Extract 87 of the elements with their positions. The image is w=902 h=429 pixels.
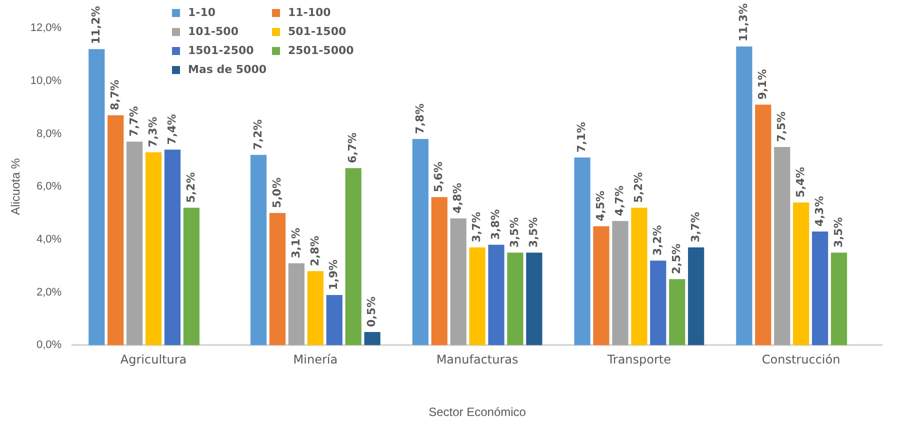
data-label: 5,0% (270, 178, 284, 208)
data-label: 3,7% (470, 212, 484, 242)
bar (669, 279, 686, 346)
data-label: 3,7% (688, 212, 702, 242)
y-tick-label: 4,0% (36, 234, 62, 246)
bar (288, 263, 305, 346)
y-tick-label: 8,0% (36, 128, 62, 140)
x-tick-label: Minería (293, 352, 338, 367)
bar (650, 260, 666, 346)
bar (469, 247, 486, 346)
legend-label: 1-10 (188, 6, 216, 19)
x-tick-label: Transporte (606, 352, 672, 367)
data-label: 1,9% (327, 259, 340, 290)
bar (774, 146, 790, 346)
y-tick-label: 2,0% (36, 286, 62, 298)
bar (612, 220, 628, 346)
bar (631, 208, 648, 346)
data-label: 7,8% (413, 104, 426, 134)
bar (431, 197, 448, 346)
x-tick-label: Agricultura (120, 352, 187, 367)
data-label: 7,3% (146, 116, 160, 148)
bar (755, 104, 772, 346)
data-label: 3,2% (651, 225, 664, 256)
bar (269, 213, 286, 346)
bar (364, 332, 380, 346)
bar (164, 150, 181, 346)
bar (574, 158, 590, 346)
bar (345, 168, 362, 346)
bar (793, 202, 810, 346)
data-label: 5,2% (184, 172, 198, 203)
data-label: 3,5% (832, 217, 845, 248)
data-label: 2,8% (308, 236, 322, 266)
data-label: 3,8% (489, 209, 502, 240)
bar (812, 232, 828, 346)
y-tick-label: 0,0% (36, 339, 62, 352)
x-tick-label: Manufacturas (436, 352, 518, 367)
data-label: 2,5% (670, 244, 683, 274)
data-label: 5,4% (794, 166, 807, 198)
bar (412, 139, 428, 346)
data-label: 8,7% (108, 80, 122, 110)
bar (450, 218, 466, 346)
legend-label: 11-100 (288, 6, 331, 19)
data-label: 6,7% (346, 132, 360, 164)
data-label: 3,1% (289, 228, 302, 258)
bar (507, 252, 524, 346)
bar (688, 247, 704, 346)
y-tick-label: 10,0% (30, 74, 62, 87)
bar (488, 244, 504, 346)
bar (108, 115, 124, 346)
legend-label: 1501-2500 (188, 44, 254, 57)
data-label: 3,5% (508, 217, 522, 248)
data-label: 4,5% (594, 190, 608, 222)
data-label: 11,3% (737, 3, 750, 42)
bar (526, 252, 542, 346)
bar (326, 294, 342, 346)
data-label: 5,6% (432, 162, 446, 192)
data-label: 7,1% (575, 122, 588, 153)
data-label: 3,5% (527, 217, 540, 248)
bar (145, 152, 162, 346)
data-label: 9,1% (756, 69, 769, 100)
data-label: 4,8% (451, 182, 464, 214)
x-tick-label: Construcción (762, 352, 840, 367)
data-label: 5,2% (632, 172, 646, 203)
data-label: 7,4% (165, 114, 178, 145)
bar (736, 46, 752, 346)
data-label: 7,7% (127, 106, 140, 137)
legend-label: 2501-5000 (288, 44, 354, 57)
data-label: 11,2% (90, 6, 102, 44)
bar (126, 142, 143, 346)
bar (307, 271, 324, 346)
bar (250, 154, 267, 346)
legend-label: 101-500 (188, 25, 238, 38)
y-axis-title: Alicuota % (8, 158, 23, 215)
bar (593, 226, 610, 346)
data-label: 7,2% (251, 119, 264, 150)
data-label: 7,5% (774, 111, 788, 142)
y-tick-label: 12,0% (30, 22, 62, 34)
bar (830, 252, 848, 346)
legend-label: 501-1500 (288, 25, 346, 38)
data-label: 4,7% (613, 185, 626, 216)
data-label: 4,3% (812, 196, 826, 227)
bar (88, 49, 105, 346)
legend-label: Mas de 5000 (188, 63, 267, 76)
bar (183, 208, 200, 346)
x-axis-title: Sector Económico (428, 405, 526, 420)
data-label: 0,5% (365, 296, 378, 327)
y-tick-label: 6,0% (36, 180, 62, 193)
